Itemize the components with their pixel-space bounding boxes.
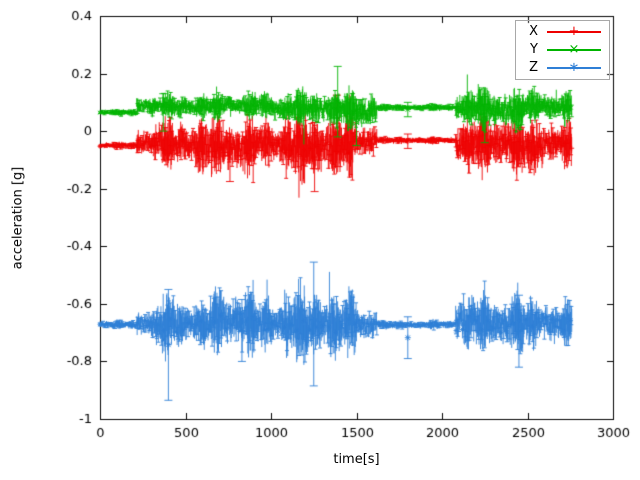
legend-label: Z [529,60,538,75]
legend-item-x: X + [526,25,601,38]
legend-line-sample: ∗ [547,61,601,74]
y-axis-label: acceleration [g] [10,166,26,270]
plus-marker-icon: + [568,23,580,39]
legend-item-y: Y × [526,43,601,56]
legend-line-sample: × [547,43,601,56]
legend-line-sample: + [547,25,601,38]
legend-line [547,49,601,51]
cross-marker-icon: × [568,41,580,57]
legend-label: X [529,24,538,39]
star-marker-icon: ∗ [568,59,580,75]
x-axis-label: time[s] [333,452,380,467]
legend-line [547,67,601,69]
legend-line [547,31,601,33]
legend-item-z: Z ∗ [526,61,601,74]
legend: X + Y × Z ∗ [515,20,610,80]
legend-label: Y [530,42,538,57]
